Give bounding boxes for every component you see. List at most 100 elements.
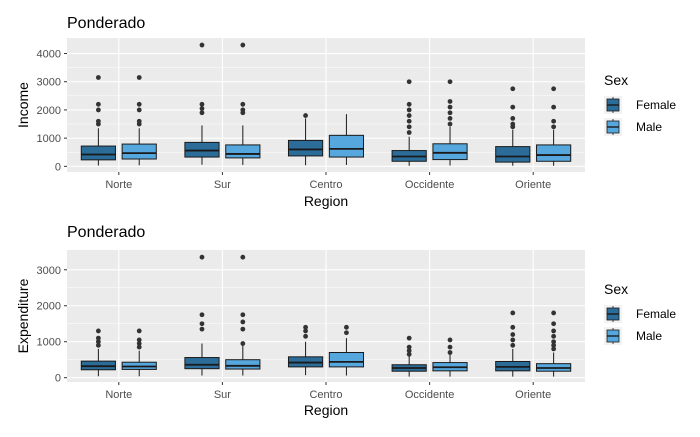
outlier-point [406, 124, 412, 130]
outlier-point [136, 328, 142, 334]
outlier-point [406, 130, 412, 135]
x-tick-label: Sur [214, 389, 231, 401]
box-female-norte [80, 328, 116, 377]
outlier-point [95, 339, 101, 345]
y-tick-label: 1000 [37, 337, 61, 349]
box-female-sur [184, 42, 220, 165]
income-chart: Ponderado 0 1000 2000 3000 4000 Norte Sur Cent… [15, 15, 676, 209]
y-axis-ticks: 0 1000 2000 3000 4000 [37, 49, 67, 173]
outlier-point [199, 110, 205, 116]
outlier-point [551, 339, 557, 345]
outlier-point [510, 342, 516, 348]
outlier-point [303, 328, 308, 334]
outlier-point [406, 79, 412, 85]
outlier-point [510, 332, 516, 337]
outlier-point [510, 116, 516, 121]
legend-entries: Female Male [604, 96, 676, 136]
outlier-point [199, 254, 205, 260]
outlier-point [136, 101, 142, 107]
box-male-oriente [536, 86, 572, 166]
outlier-point [551, 346, 557, 352]
outlier-point [95, 118, 101, 124]
box-female-centro [287, 113, 324, 166]
outlier-point [95, 75, 101, 80]
y-axis-title: Expenditure [15, 278, 31, 353]
x-tick-label: Oriente [515, 389, 551, 401]
outlier-point [240, 312, 246, 318]
outlier-point [136, 344, 142, 350]
outlier-point [199, 42, 205, 48]
box-body [80, 145, 116, 161]
outlier-point [199, 312, 205, 318]
outlier-point [406, 344, 412, 350]
outlier-point [551, 333, 557, 339]
box-body [225, 144, 261, 159]
boxplot-marks [80, 254, 572, 377]
outlier-point [510, 121, 516, 127]
box-body [225, 359, 261, 370]
outlier-point [447, 79, 453, 85]
x-axis-title: Region [304, 402, 348, 418]
outlier-point [551, 342, 557, 348]
outlier-point [95, 107, 101, 113]
x-tick-label: Sur [214, 179, 231, 191]
x-tick-label: Norte [105, 389, 132, 401]
x-tick-label: Oriente [515, 179, 551, 191]
grid-lines [67, 250, 585, 382]
x-tick-label: Occidente [405, 179, 455, 191]
box-male-norte [121, 75, 157, 166]
outlier-point [240, 326, 246, 332]
outlier-point [447, 110, 453, 116]
outlier-point [510, 104, 516, 110]
outlier-point [406, 348, 412, 354]
outlier-point [447, 116, 453, 121]
legend-label: Male [636, 329, 662, 343]
outlier-point [551, 104, 557, 110]
y-tick-label: 3000 [37, 265, 61, 277]
box-male-sur [225, 42, 261, 165]
outlier-point [551, 310, 557, 316]
box-body [495, 146, 531, 163]
box-female-oriente [495, 310, 531, 377]
x-tick-label: Norte [105, 179, 132, 191]
outlier-point [136, 337, 142, 343]
box-male-centro [328, 324, 365, 376]
outlier-point [447, 99, 453, 104]
outlier-point [447, 337, 453, 343]
box-female-centro [287, 324, 324, 376]
box-body [536, 144, 572, 162]
box-male-centro [328, 114, 365, 165]
outlier-point [510, 337, 516, 343]
outlier-point [551, 124, 557, 130]
outlier-point [406, 107, 412, 113]
outlier-point [199, 106, 205, 111]
y-tick-label: 2000 [37, 105, 61, 117]
box-body [328, 352, 365, 368]
x-axis-ticks: Norte Sur Centro Occidente Oriente [105, 172, 551, 191]
box-male-sur [225, 254, 261, 376]
box-male-occidente [432, 79, 468, 166]
legend-entry-male: Male [604, 118, 662, 136]
outlier-point [303, 113, 308, 118]
outlier-point [303, 333, 308, 339]
legend-title: Sex [604, 281, 628, 297]
grid-lines [67, 38, 585, 172]
y-axis-ticks: 0 1000 2000 3000 [37, 265, 67, 385]
outlier-point [136, 107, 142, 113]
outlier-point [510, 86, 516, 92]
outlier-point [95, 101, 101, 107]
outlier-point [240, 341, 246, 346]
legend-label: Female [636, 307, 676, 321]
outlier-point [240, 107, 246, 113]
outlier-point [551, 321, 557, 327]
expenditure-chart: Ponderado 0 1000 2000 3000 Norte Sur Centro Oc… [15, 224, 676, 418]
y-tick-label: 1000 [37, 133, 61, 145]
boxplot-marks [80, 42, 572, 166]
outlier-point [240, 42, 246, 48]
outlier-point [510, 324, 516, 330]
outlier-point [95, 328, 101, 334]
y-tick-label: 4000 [37, 49, 61, 61]
outlier-point [406, 335, 412, 341]
legend: Sex Female Male [604, 72, 676, 136]
